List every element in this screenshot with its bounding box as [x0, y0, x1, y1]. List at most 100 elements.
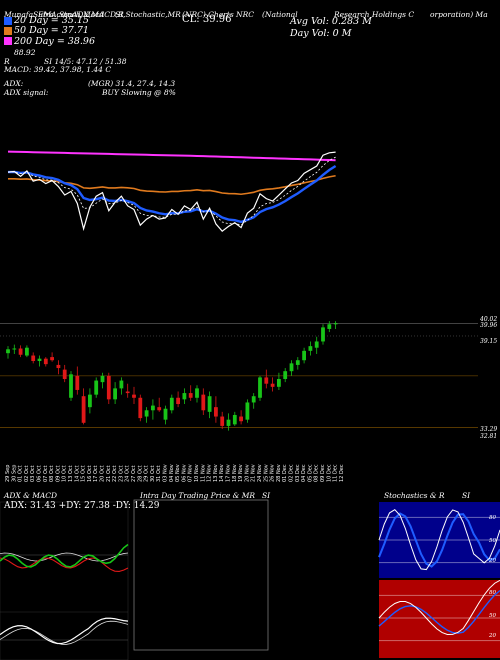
candle-body — [125, 391, 130, 394]
date-label: 21 Oct — [106, 465, 112, 482]
candle-body — [214, 407, 218, 417]
candle-body — [226, 419, 231, 426]
macd-signal-line — [0, 620, 129, 645]
date-label: 04 Nov — [169, 464, 175, 482]
date-label: 17 Oct — [93, 465, 99, 482]
adx-values: (MGR) 31.4, 27.4, 14.3 — [88, 79, 176, 88]
date-label: 09 Dec — [320, 464, 326, 482]
rsi-line: SI 14/5: 47.12 / 51.38 — [44, 57, 127, 66]
candle-body — [138, 397, 143, 419]
candle-body — [314, 341, 319, 348]
stoch-level-50: 50 — [489, 538, 496, 544]
candle-body — [188, 393, 193, 398]
date-label: 24 Nov — [257, 464, 263, 482]
adx-panel-values: ADX: 31.43 +DY: 27.38 -DY: 14.29 — [4, 501, 160, 511]
candle-body — [12, 348, 17, 350]
date-label: 21 Nov — [251, 464, 257, 482]
candle-body — [308, 346, 313, 351]
candle-body — [321, 327, 325, 342]
ema200-label: 200 Day = 38.96 — [14, 36, 95, 47]
candle-body — [31, 355, 36, 362]
candle-body — [327, 324, 332, 329]
header-col5: (NRC) Charts NRC — [182, 10, 255, 19]
macd-line: MACD: 39.42, 37.98, 1.44 C — [4, 65, 112, 74]
candle-body — [302, 350, 306, 361]
candle-body — [94, 380, 99, 395]
date-label: 30 Sep — [11, 465, 17, 482]
candle-body — [333, 323, 338, 325]
date-label: 15 Oct — [81, 465, 87, 482]
date-label: 06 Nov — [181, 464, 187, 482]
candle-body — [169, 397, 174, 411]
date-label: 07 Nov — [188, 464, 194, 482]
axis-label-top-1: 40.02 — [480, 316, 498, 323]
axis-label-bottom-1: 33.29 — [480, 426, 498, 433]
header-col8: orporation) Ma — [430, 10, 488, 19]
rsi-tag: R — [4, 57, 10, 66]
candle-body — [163, 408, 168, 420]
date-label: 02 Oct — [24, 465, 30, 482]
price-close-line — [7, 151, 336, 232]
axis-label-mid: 39.15 — [480, 338, 498, 345]
candle-body — [62, 369, 67, 379]
candle-body — [119, 380, 124, 389]
candle-body — [56, 364, 61, 369]
candle-body — [106, 375, 111, 400]
ema200-line — [7, 150, 336, 162]
date-label: 07 Oct — [43, 465, 49, 482]
close-label: CL: 39.96 — [182, 14, 232, 25]
date-label: 13 Oct — [68, 465, 74, 482]
date-label: 26 Nov — [270, 464, 276, 482]
candle-body — [50, 357, 54, 361]
date-label: 10 Dec — [326, 464, 332, 482]
date-label: 08 Dec — [314, 464, 320, 482]
stoch-panel-title: Stochastics & R — [384, 491, 445, 500]
date-label: 11 Dec — [333, 464, 339, 482]
candle-body — [239, 416, 243, 422]
candle-body — [151, 405, 155, 411]
date-label: 01 Oct — [18, 465, 24, 482]
rsi-signal-line — [378, 589, 500, 634]
date-label: 10 Oct — [62, 465, 68, 482]
candle-body — [289, 363, 294, 372]
rsi-line — [378, 579, 500, 636]
date-label: 03 Nov — [163, 464, 169, 482]
date-label: 18 Nov — [232, 464, 238, 482]
candle-body — [258, 377, 262, 398]
mrsi-panel-title: Intra Day Trading Price & MR — [140, 491, 256, 500]
date-label: 24 Oct — [125, 465, 131, 482]
adx-label: ADX: — [4, 79, 24, 88]
date-label: 01 Dec — [282, 464, 288, 482]
price-ema-dotted-line — [7, 156, 336, 226]
candle-body — [43, 358, 48, 365]
date-label: 05 Dec — [307, 464, 313, 482]
candle-body — [201, 394, 206, 411]
candle-body — [176, 397, 180, 405]
candle-body — [132, 394, 136, 398]
date-label: 27 Oct — [131, 465, 137, 482]
date-label: 02 Dec — [289, 464, 295, 482]
stoch-k-line — [378, 509, 500, 571]
candle-body — [277, 379, 281, 387]
rsi-level-20: 20 — [489, 633, 496, 639]
candle-body — [81, 396, 86, 423]
ema200-swatch — [4, 37, 12, 45]
header-col4: SI,Stochastic,MR — [115, 10, 181, 19]
axis-label-bottom-2: 32.81 — [480, 433, 498, 440]
candle-body — [251, 396, 256, 403]
header-col2: EMA,Stoch,Macd — [38, 10, 105, 19]
header-col3: ADX,MACD,R — [72, 10, 124, 19]
date-label: 28 Nov — [276, 464, 282, 482]
date-label: 03 Dec — [295, 464, 301, 482]
rsi-panel — [379, 580, 500, 658]
stoch-level-20: 20 — [489, 558, 496, 564]
date-label: 04 Dec — [301, 464, 307, 482]
date-label: 17 Nov — [226, 464, 232, 482]
candle-body — [207, 396, 212, 412]
candle-body — [69, 374, 73, 398]
rsi-level-50: 50 — [489, 613, 496, 619]
date-label: 30 Oct — [150, 465, 156, 482]
date-label: 03 Oct — [30, 465, 36, 482]
axis-label-top-2: 39.96 — [480, 322, 498, 329]
